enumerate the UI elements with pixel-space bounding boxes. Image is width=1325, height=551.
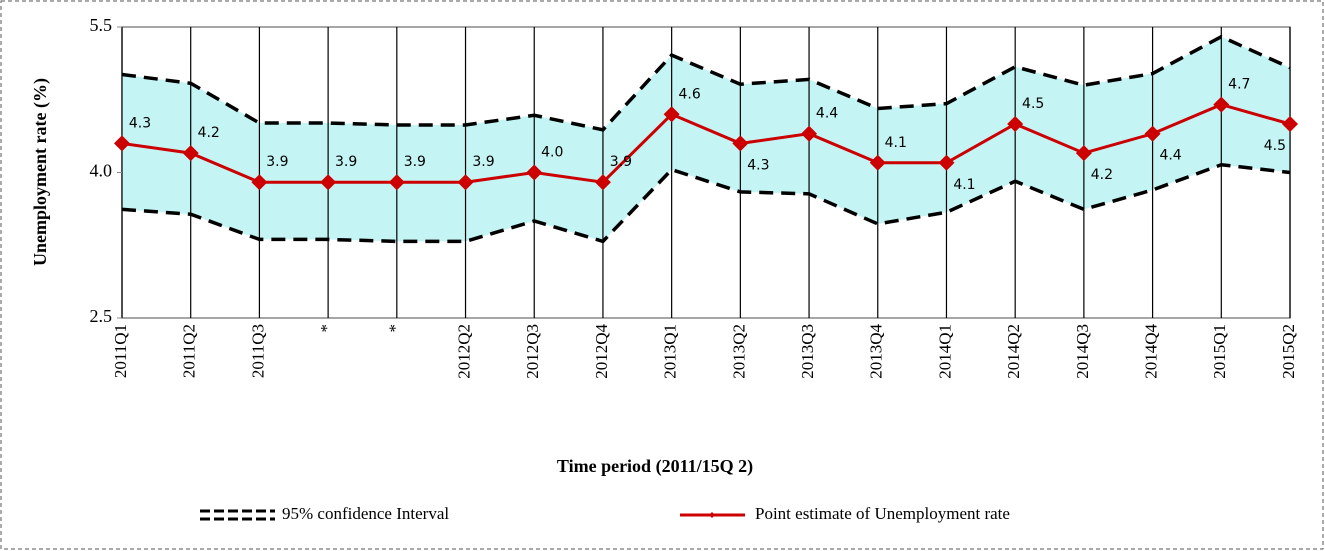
x-tick-label: 2015Q2 xyxy=(1279,324,1298,379)
x-tick-label: 2012Q2 xyxy=(454,324,473,379)
data-label: 4.2 xyxy=(198,125,220,141)
x-tick-label: 2013Q1 xyxy=(661,324,680,379)
data-label: 3.9 xyxy=(404,154,426,170)
x-tick-label: 2011Q2 xyxy=(180,324,199,378)
marker xyxy=(526,164,543,181)
x-tick-label: 2014Q4 xyxy=(1141,324,1160,379)
marker xyxy=(388,174,405,191)
marker xyxy=(594,174,611,191)
marker xyxy=(1213,96,1230,113)
y-axis-title: Unemployment rate (%) xyxy=(30,78,51,266)
marker xyxy=(320,174,337,191)
legend-label: 95% confidence Interval xyxy=(282,504,449,523)
data-label: 4.3 xyxy=(747,157,769,173)
ci-line xyxy=(121,34,1291,132)
data-label: 3.9 xyxy=(472,154,494,170)
marker xyxy=(457,174,474,191)
data-label: 4.6 xyxy=(679,86,701,102)
marker xyxy=(1282,116,1298,132)
x-tick-label: 2011Q1 xyxy=(111,324,130,378)
marker xyxy=(938,154,955,171)
y-tick-label: 4.0 xyxy=(90,161,113,181)
x-tick-label: 2011Q3 xyxy=(248,324,267,378)
marker xyxy=(732,135,749,152)
marker xyxy=(182,145,199,162)
x-tick-label: * xyxy=(317,324,336,333)
x-tick-label: 2013Q2 xyxy=(729,324,748,379)
x-tick-label: * xyxy=(386,324,405,333)
marker xyxy=(1007,116,1024,132)
data-label: 4.7 xyxy=(1228,77,1250,93)
x-tick-label: 2015Q1 xyxy=(1210,324,1229,379)
data-label: 4.1 xyxy=(953,177,975,193)
ci-line xyxy=(121,162,1291,244)
x-tick-label: 2014Q2 xyxy=(1004,324,1023,379)
data-label: 4.1 xyxy=(885,135,907,151)
x-tick-label: 2014Q3 xyxy=(1073,324,1092,379)
x-tick-label: 2012Q3 xyxy=(523,324,542,379)
data-label: 4.5 xyxy=(1264,138,1286,154)
x-tick-label: 2013Q4 xyxy=(867,324,886,379)
legend-label: Point estimate of Unemployment rate xyxy=(755,504,1010,523)
x-tick-label: 2012Q4 xyxy=(592,324,611,379)
marker xyxy=(801,125,818,142)
y-tick-label: 5.5 xyxy=(90,15,113,35)
marker xyxy=(1144,125,1161,142)
data-label: 4.3 xyxy=(129,115,151,131)
data-label: 4.2 xyxy=(1091,167,1113,183)
marker xyxy=(251,174,268,191)
data-label: 4.4 xyxy=(816,106,838,122)
y-tick-label: 2.5 xyxy=(90,306,113,326)
marker xyxy=(114,135,130,152)
data-label: 3.9 xyxy=(266,154,288,170)
data-label: 4.4 xyxy=(1159,148,1181,164)
x-tick-label: 2014Q1 xyxy=(935,324,954,379)
data-label: 4.5 xyxy=(1022,96,1044,112)
marker xyxy=(1075,145,1092,162)
marker xyxy=(869,154,886,171)
legend-swatch xyxy=(709,512,715,518)
data-label: 3.9 xyxy=(335,154,357,170)
data-label: 4.0 xyxy=(541,145,563,161)
estimate-line xyxy=(121,103,1291,184)
ci-area xyxy=(122,36,1290,242)
data-label: 3.9 xyxy=(610,154,632,170)
marker xyxy=(663,106,680,123)
x-tick-label: 2013Q3 xyxy=(798,324,817,379)
x-axis-title: Time period (2011/15Q 2) xyxy=(557,456,753,477)
